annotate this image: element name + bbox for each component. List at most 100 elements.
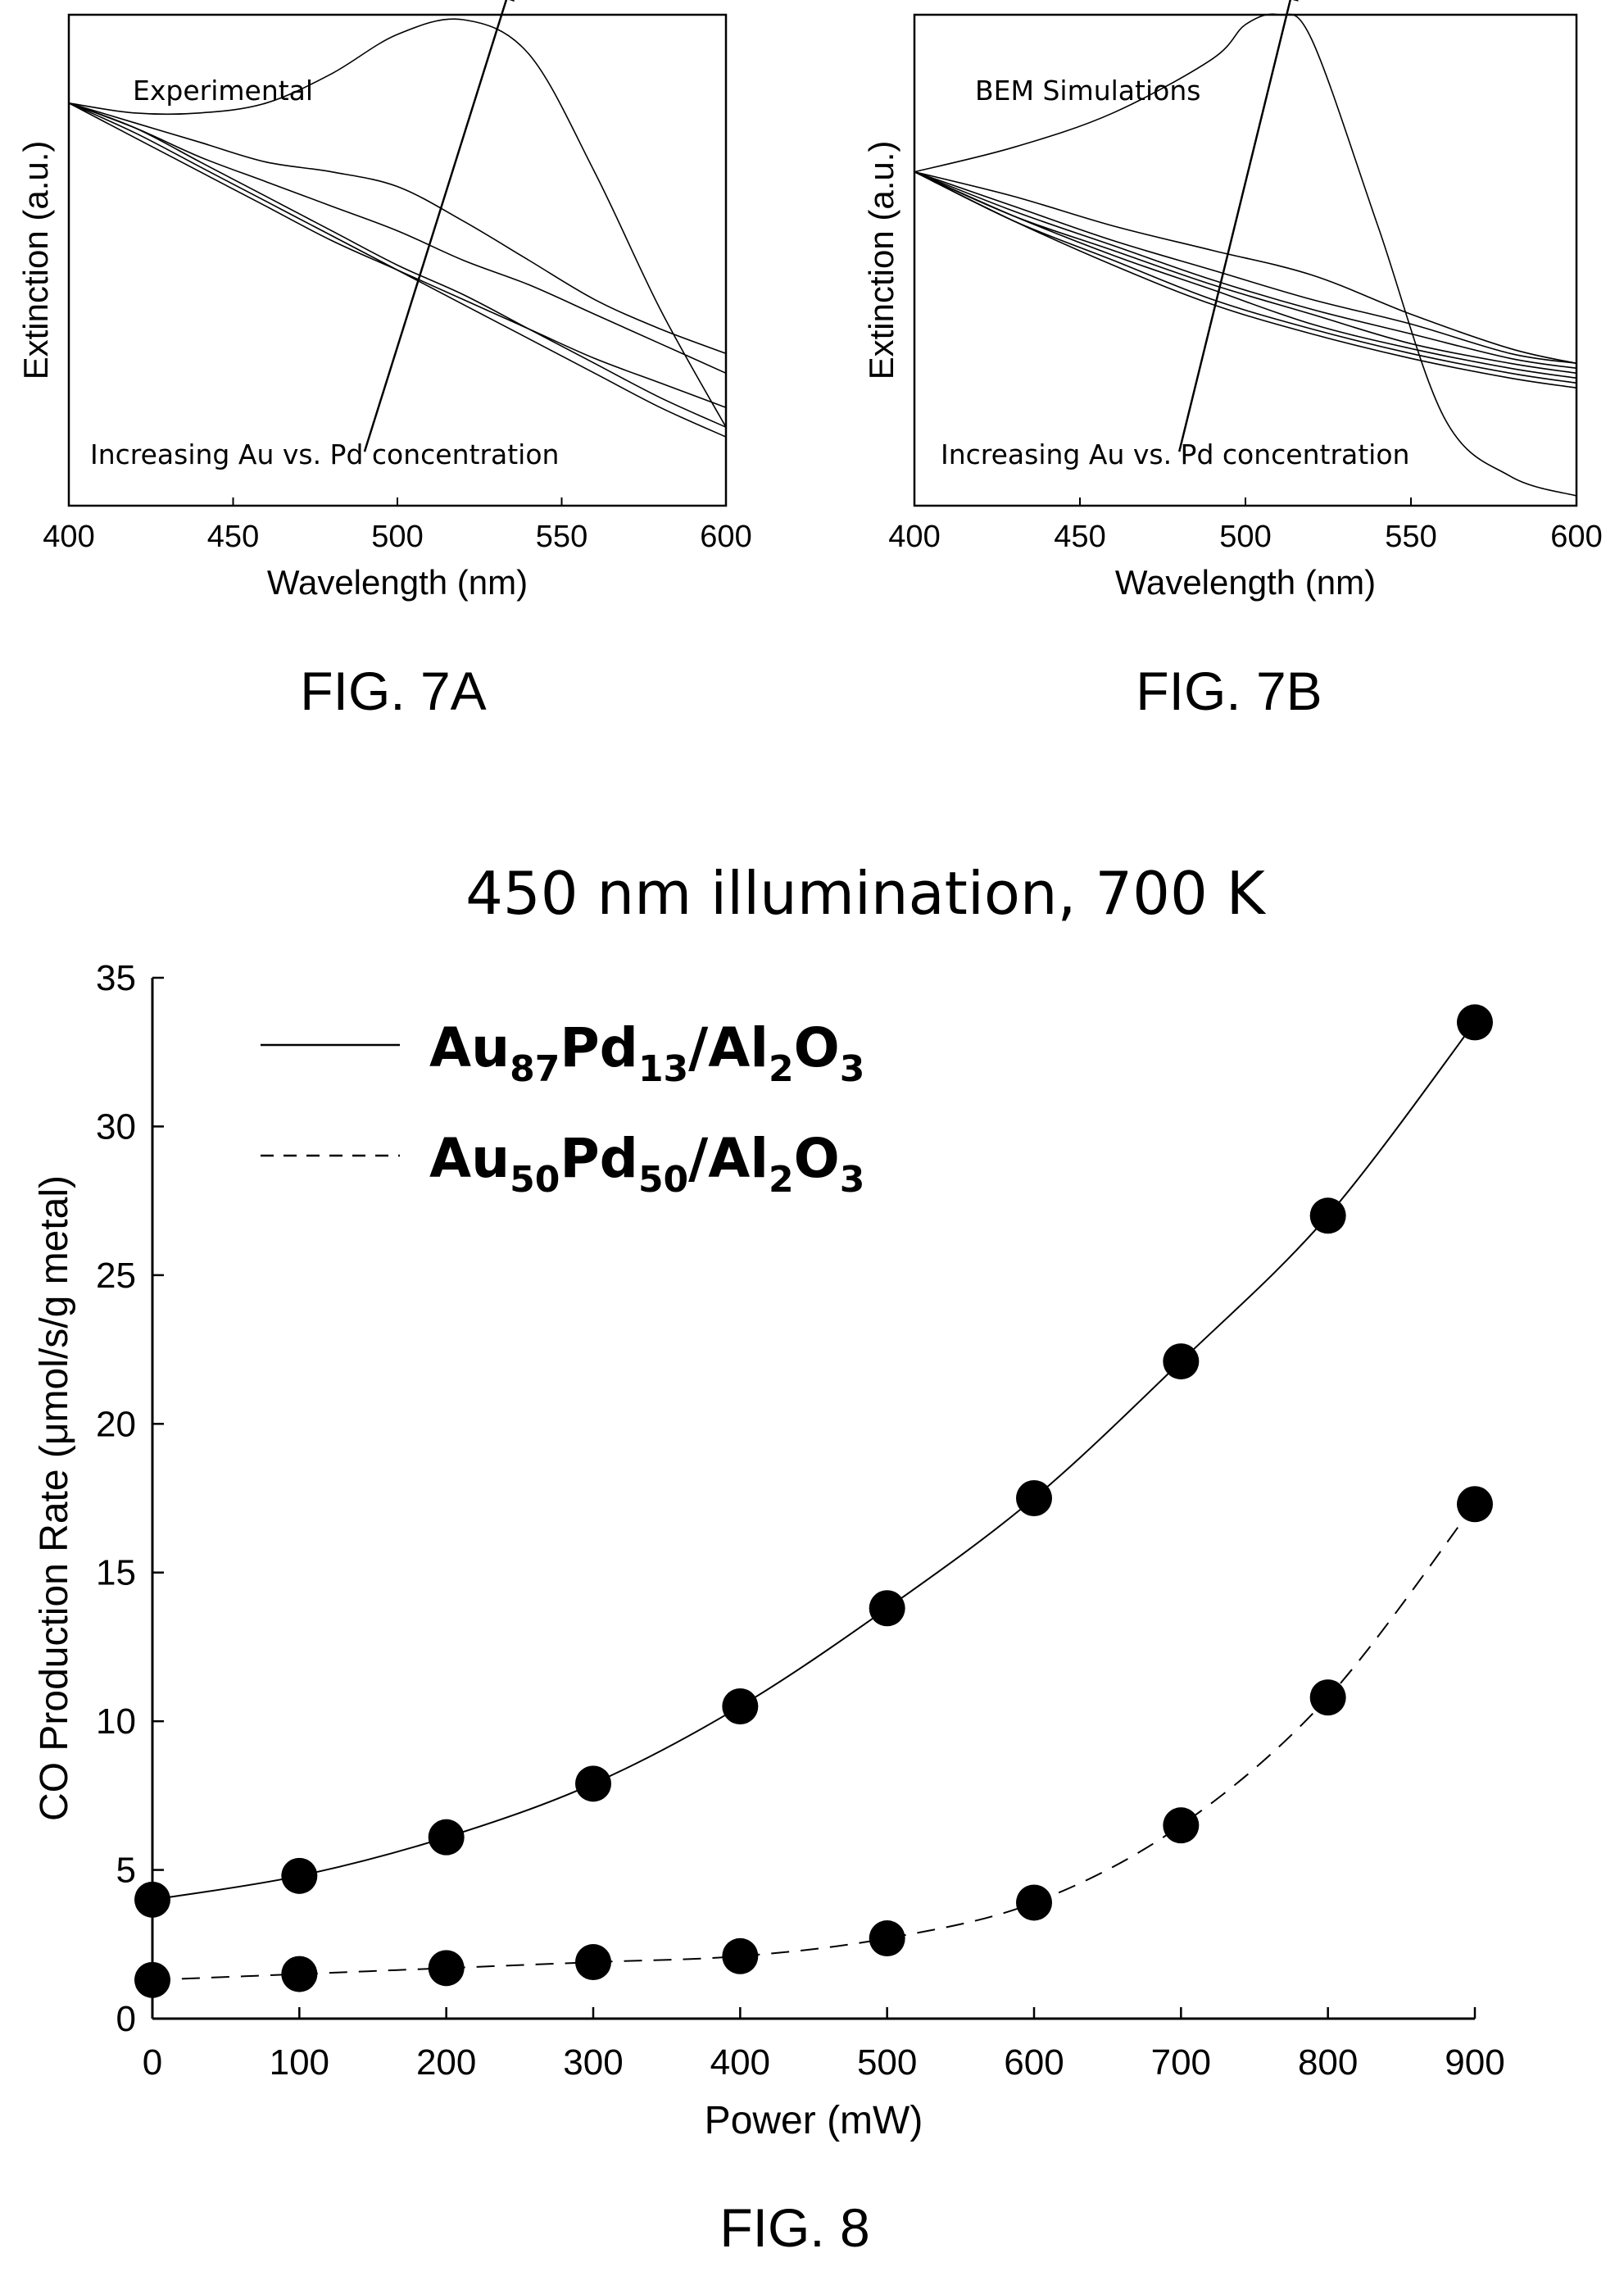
legend-label-1: Au87Pd13/Al2O3 bbox=[429, 1016, 864, 1090]
legend-label-part: Au bbox=[429, 1016, 510, 1079]
data-point-2 bbox=[1163, 1807, 1200, 1844]
data-point-2 bbox=[1016, 1884, 1052, 1921]
series-line bbox=[68, 102, 727, 355]
arrow-head bbox=[1292, 0, 1299, 2]
chart-title: 450 nm illumination, 700 K bbox=[465, 859, 1267, 928]
x-tick-label: 800 bbox=[1298, 2042, 1358, 2083]
data-point-1 bbox=[575, 1765, 611, 1802]
series-line bbox=[68, 102, 727, 408]
x-tick-label: 900 bbox=[1445, 2042, 1504, 2083]
data-point-1 bbox=[722, 1688, 759, 1724]
data-point-1 bbox=[281, 1857, 318, 1894]
data-point-2 bbox=[428, 1950, 465, 1987]
legend-label-2: Au50Pd50/Al2O3 bbox=[429, 1127, 864, 1201]
series-line bbox=[68, 102, 727, 428]
series-line bbox=[68, 102, 727, 375]
x-tick-label: 550 bbox=[1385, 520, 1436, 554]
legend-label-part: Pd bbox=[560, 1016, 638, 1079]
legend-label-part: 50 bbox=[638, 1159, 688, 1201]
data-point-2 bbox=[1309, 1679, 1346, 1716]
legend-label-part: 3 bbox=[840, 1048, 865, 1090]
series-line bbox=[914, 13, 1577, 497]
series-line bbox=[914, 170, 1577, 370]
legend-label-part: Pd bbox=[560, 1127, 638, 1190]
x-tick-label: 450 bbox=[1054, 520, 1105, 554]
x-tick-label: 600 bbox=[1550, 520, 1602, 554]
y-tick-label: 0 bbox=[116, 1999, 136, 2039]
x-axis-label: Wavelength (nm) bbox=[267, 563, 528, 602]
x-tick-label: 400 bbox=[710, 2042, 770, 2083]
y-tick-label: 25 bbox=[96, 1256, 136, 1296]
x-tick-label: 100 bbox=[270, 2042, 329, 2083]
concentration-arrow bbox=[1177, 0, 1292, 452]
y-tick-label: 20 bbox=[96, 1404, 136, 1444]
legend-label-part: O bbox=[794, 1127, 840, 1190]
x-tick-label: 550 bbox=[536, 520, 587, 554]
y-tick-label: 35 bbox=[96, 958, 136, 998]
legend-label-part: 2 bbox=[769, 1048, 794, 1090]
data-point-2 bbox=[575, 1944, 611, 1981]
data-point-1 bbox=[1457, 1004, 1493, 1041]
legend-label-part: 87 bbox=[510, 1048, 560, 1090]
legend-label-part: /Al bbox=[688, 1127, 769, 1190]
legend-label-part: 2 bbox=[769, 1159, 794, 1201]
series-line-2 bbox=[152, 1503, 1476, 1981]
series-line-1 bbox=[152, 1021, 1476, 1901]
y-tick-label: 15 bbox=[96, 1553, 136, 1593]
data-point-2 bbox=[134, 1961, 170, 1998]
annotation-label: Experimental bbox=[133, 75, 313, 107]
series-line bbox=[68, 18, 727, 428]
y-axis-label: Extinction (a.u.) bbox=[16, 141, 55, 380]
annotation-label: Increasing Au vs. Pd concentration bbox=[90, 438, 559, 470]
series-line bbox=[914, 170, 1577, 365]
caption-fig7b: FIG. 7B bbox=[1136, 661, 1322, 721]
x-axis-label: Wavelength (nm) bbox=[1115, 563, 1376, 602]
x-tick-label: 600 bbox=[1004, 2042, 1064, 2083]
y-tick-label: 30 bbox=[96, 1106, 136, 1147]
data-point-2 bbox=[869, 1920, 905, 1957]
y-tick-label: 10 bbox=[96, 1701, 136, 1742]
data-point-1 bbox=[428, 1819, 465, 1856]
data-point-1 bbox=[134, 1881, 170, 1918]
concentration-arrow bbox=[363, 0, 508, 452]
annotation-label: BEM Simulations bbox=[975, 75, 1200, 107]
arrow-head bbox=[509, 0, 515, 2]
legend-label-part: /Al bbox=[688, 1016, 769, 1079]
legend-label-part: 13 bbox=[638, 1048, 688, 1090]
data-point-2 bbox=[1457, 1486, 1493, 1523]
x-tick-label: 400 bbox=[43, 520, 94, 554]
series-line bbox=[914, 170, 1577, 365]
data-point-2 bbox=[281, 1956, 318, 1992]
x-axis-label: Power (mW) bbox=[705, 2099, 923, 2142]
annotation-label: Increasing Au vs. Pd concentration bbox=[941, 438, 1409, 470]
legend-label-part: 3 bbox=[840, 1159, 865, 1201]
y-axis-label: Extinction (a.u.) bbox=[862, 141, 900, 380]
x-tick-label: 400 bbox=[888, 520, 940, 554]
y-axis-label: CO Production Rate (μmol/s/g metal) bbox=[33, 1175, 76, 1821]
caption-fig8: FIG. 8 bbox=[719, 2197, 870, 2258]
legend-label-part: Au bbox=[429, 1127, 510, 1190]
data-point-1 bbox=[1163, 1343, 1200, 1380]
x-tick-label: 500 bbox=[857, 2042, 917, 2083]
series-line bbox=[914, 170, 1577, 375]
legend-label-part: 50 bbox=[510, 1159, 560, 1201]
data-point-1 bbox=[869, 1590, 905, 1627]
caption-fig7a: FIG. 7A bbox=[300, 661, 487, 721]
legend-label-part: O bbox=[794, 1016, 840, 1079]
x-tick-label: 450 bbox=[207, 520, 259, 554]
data-point-1 bbox=[1309, 1197, 1346, 1234]
y-tick-label: 5 bbox=[116, 1851, 136, 1891]
x-tick-label: 300 bbox=[563, 2042, 623, 2083]
x-tick-label: 500 bbox=[1219, 520, 1271, 554]
data-point-1 bbox=[1016, 1480, 1052, 1516]
x-tick-label: 0 bbox=[143, 2042, 162, 2083]
x-tick-label: 600 bbox=[700, 520, 751, 554]
x-tick-label: 200 bbox=[416, 2042, 476, 2083]
data-point-2 bbox=[722, 1937, 759, 1974]
x-tick-label: 500 bbox=[371, 520, 423, 554]
x-tick-label: 700 bbox=[1151, 2042, 1211, 2083]
